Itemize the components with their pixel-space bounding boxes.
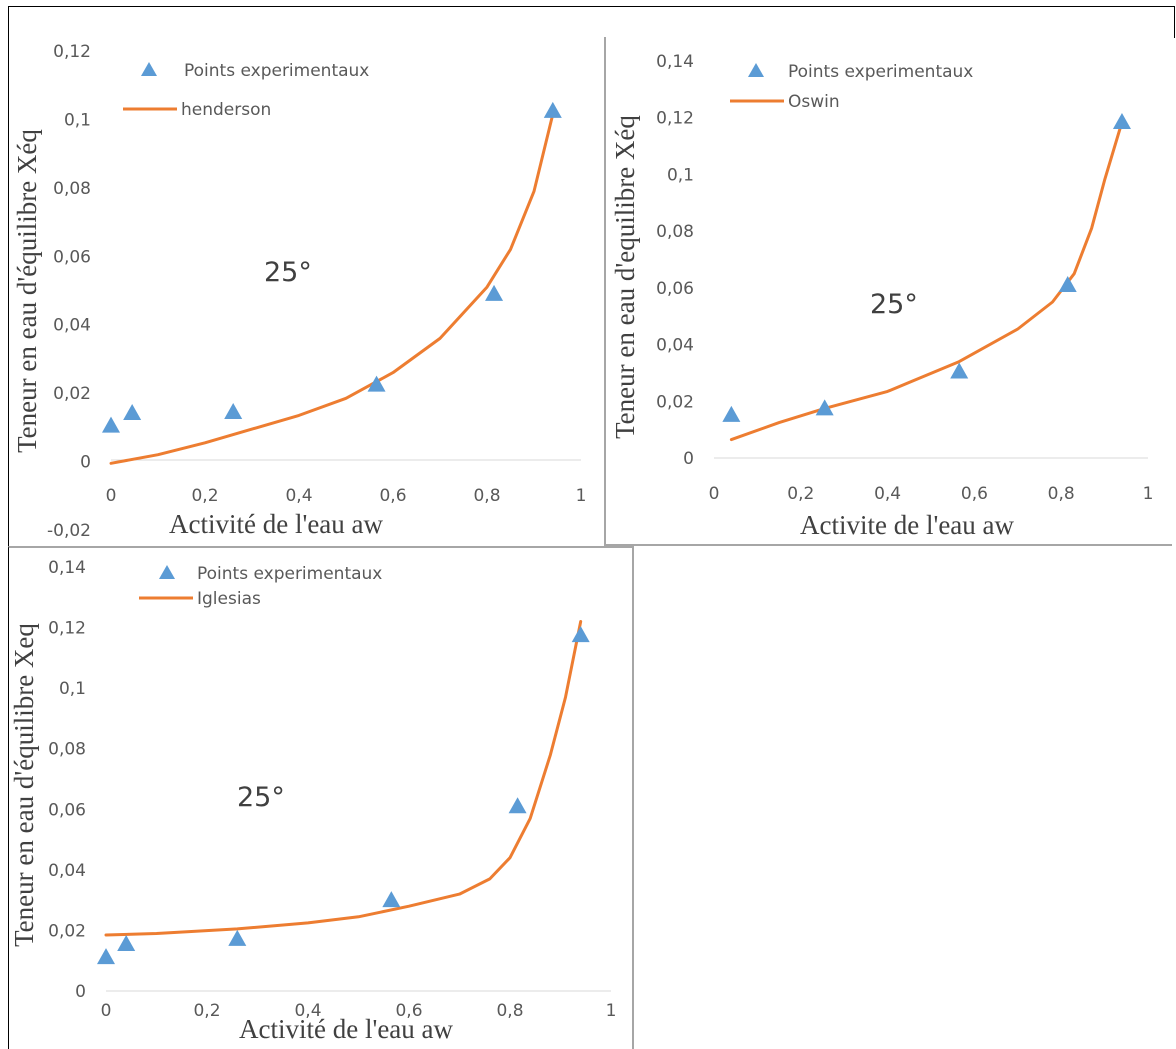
chart-henderson: -0,02 0 0,02 0,04 0,06 0,08 0,1 0,12 0 0,2 0,4 0,6 0…	[12, 42, 587, 541]
y-tick-label: 0,1	[667, 165, 694, 185]
x-tick-label: 0,2	[191, 486, 218, 506]
x-tick-label: 0,8	[473, 486, 500, 506]
data-point	[1058, 276, 1077, 293]
x-tick-label: 0,6	[379, 486, 406, 506]
x-tick-label: 0,4	[874, 484, 901, 504]
y-tick-label: -0,02	[47, 521, 91, 541]
x-axis-title: Activite de l'eau aw	[800, 510, 1015, 540]
chart-panel-iglesias: 0 0,02 0,04 0,06 0,08 0,1 0,12 0,14 0 0,2 0,4 0,6 0,…	[8, 546, 634, 1049]
legend-label-points: Points experimentaux	[184, 61, 369, 81]
y-tick-label: 0,02	[53, 384, 91, 404]
temperature-annotation: 25°	[237, 782, 285, 813]
data-point	[117, 935, 136, 952]
x-tick-label: 0,2	[193, 1001, 220, 1021]
legend-label-curve: Oswin	[788, 92, 840, 112]
x-tick-label: 0,4	[285, 486, 312, 506]
y-tick-label: 0	[80, 453, 91, 473]
y-tick-label: 0,06	[48, 800, 86, 820]
series-line-oswin	[729, 120, 1124, 442]
y-tick-label: 0,12	[656, 109, 694, 129]
x-tick-label: 0	[101, 1001, 112, 1021]
y-tick-label: 0,02	[656, 392, 694, 412]
data-point	[950, 362, 969, 379]
x-tick-label: 1	[1143, 484, 1154, 504]
y-tick-label: 0,14	[48, 558, 86, 578]
legend-label-curve: henderson	[181, 100, 271, 120]
chart-iglesias: 0 0,02 0,04 0,06 0,08 0,1 0,12 0,14 0 0,2 0,4 0,6 0,…	[9, 558, 617, 1044]
data-point	[228, 929, 247, 946]
y-tick-label: 0,08	[48, 740, 86, 760]
data-point	[123, 403, 142, 420]
frame-top-border	[8, 6, 1175, 7]
legend-label-curve: Iglesias	[197, 589, 261, 609]
x-tick-label: 0,8	[496, 1001, 523, 1021]
y-tick-label: 0,06	[656, 279, 694, 299]
x-tick-label: 0,8	[1048, 484, 1075, 504]
chart-panel-oswin: 0 0,02 0,04 0,06 0,08 0,1 0,12 0,14 0 0,2 0,4 0,6 0,…	[604, 37, 1172, 546]
x-axis-title: Activité de l'eau aw	[239, 1014, 454, 1044]
frame-left-border	[8, 6, 9, 38]
data-point	[571, 626, 590, 643]
data-point	[485, 284, 504, 301]
y-tick-label: 0,04	[53, 316, 91, 336]
x-tick-label: 0	[709, 484, 720, 504]
series-line-iglesias	[104, 620, 583, 937]
y-axis-title: Teneur en eau d'equilibre Xéq	[610, 115, 640, 439]
series-line-henderson	[109, 112, 555, 465]
chart-oswin: 0 0,02 0,04 0,06 0,08 0,1 0,12 0,14 0 0,2 0,4 0,6 0,…	[610, 52, 1154, 540]
legend-marker-points	[159, 565, 175, 579]
y-tick-label: 0,08	[53, 179, 91, 199]
data-point	[224, 402, 243, 419]
y-tick-label: 0,06	[53, 247, 91, 267]
y-tick-label: 0,1	[64, 110, 91, 130]
y-tick-label: 0	[683, 449, 694, 469]
x-axis-title: Activité de l'eau aw	[169, 509, 384, 539]
data-point	[382, 891, 401, 908]
data-point	[1112, 112, 1131, 129]
y-tick-label: 0	[75, 982, 86, 1002]
x-tick-label: 0,4	[294, 1001, 321, 1021]
frame-right-border	[1174, 6, 1175, 38]
x-tick-label: 0,2	[787, 484, 814, 504]
y-tick-label: 0,02	[48, 921, 86, 941]
x-tick-label: 0,6	[961, 484, 988, 504]
temperature-annotation: 25°	[870, 289, 918, 320]
temperature-annotation: 25°	[264, 257, 312, 288]
data-point	[367, 375, 386, 392]
legend-marker-points	[141, 62, 157, 76]
y-tick-label: 0,08	[656, 222, 694, 242]
legend-label-points: Points experimentaux	[197, 564, 382, 584]
chart-panel-henderson: -0,02 0 0,02 0,04 0,06 0,08 0,1 0,12 0 0,2 0,4 0,6 0…	[8, 37, 604, 546]
data-point	[815, 399, 834, 416]
y-axis-title: Teneur en eau d'équilibre Xéq	[12, 129, 42, 453]
x-tick-label: 0	[106, 486, 117, 506]
data-point	[97, 948, 115, 965]
y-tick-label: 0,1	[59, 679, 86, 699]
y-tick-label: 0,12	[53, 42, 91, 62]
y-tick-label: 0,04	[48, 861, 86, 881]
legend-marker-points	[748, 63, 764, 77]
data-point	[102, 416, 120, 433]
y-tick-label: 0,14	[656, 52, 694, 72]
x-tick-label: 0,6	[395, 1001, 422, 1021]
y-tick-label: 0,12	[48, 619, 86, 639]
y-axis-title: Teneur en eau d'équilibre Xeq	[9, 623, 39, 947]
y-tick-label: 0,04	[656, 336, 694, 356]
data-point	[508, 797, 527, 814]
x-tick-label: 1	[576, 486, 587, 506]
legend-label-points: Points experimentaux	[788, 62, 973, 82]
data-point	[722, 405, 741, 422]
x-tick-label: 1	[606, 1001, 617, 1021]
data-point	[543, 101, 562, 118]
